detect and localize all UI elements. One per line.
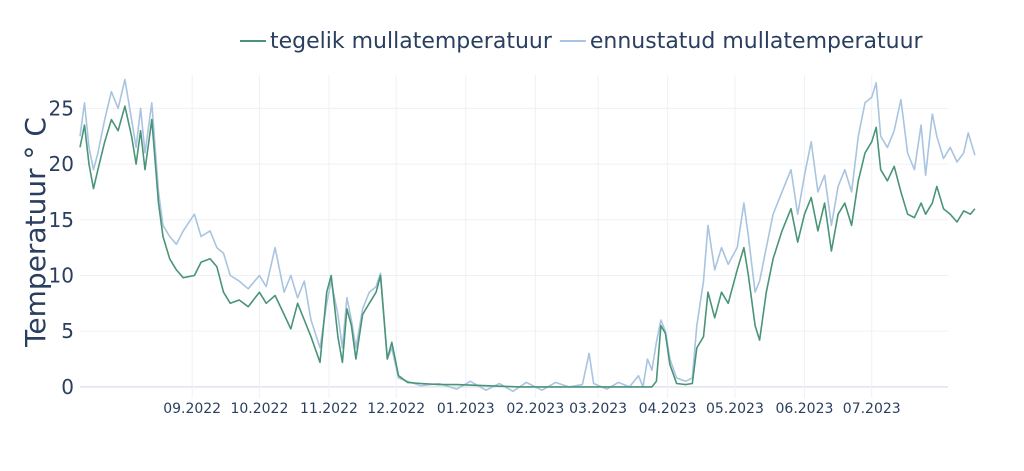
y-tick-label: 25 [49,96,74,120]
x-axis-ticks: 09.2022 10.2022 11.2022 12.2022 01.2023 02.20… [163,401,901,417]
x-tick-label: 09.2022 [163,401,221,417]
x-tick-label: 06.2023 [776,401,834,417]
x-tick-label: 04.2023 [639,401,697,417]
y-tick-label: 10 [49,263,74,287]
y-axis-title: Temperatuur ° C [19,117,52,348]
x-tick-label: 10.2022 [230,401,288,417]
series-line-1 [79,78,976,393]
legend-label[interactable]: tegelik mullatemperatuur [270,29,553,54]
x-tick-label: 07.2023 [843,401,901,417]
y-tick-label: 15 [49,208,74,232]
x-tick-label: 01.2023 [437,401,495,417]
y-tick-label: 5 [61,319,74,343]
series-lines [79,78,976,393]
grid [80,75,948,398]
legend-label[interactable]: ennustatud mullatemperatuur [590,29,924,54]
x-tick-label: 02.2023 [506,401,564,417]
legend[interactable]: tegelik mullatemperatuur ennustatud mulla… [240,29,924,54]
x-tick-label: 12.2022 [367,401,425,417]
y-tick-label: 20 [49,152,74,176]
x-tick-label: 03.2023 [569,401,627,417]
x-tick-label: 11.2022 [300,401,358,417]
x-tick-label: 05.2023 [706,401,764,417]
y-axis-ticks: 0 5 10 15 20 25 [49,96,74,398]
series-line-0 [79,105,976,388]
y-tick-label: 0 [61,375,74,399]
